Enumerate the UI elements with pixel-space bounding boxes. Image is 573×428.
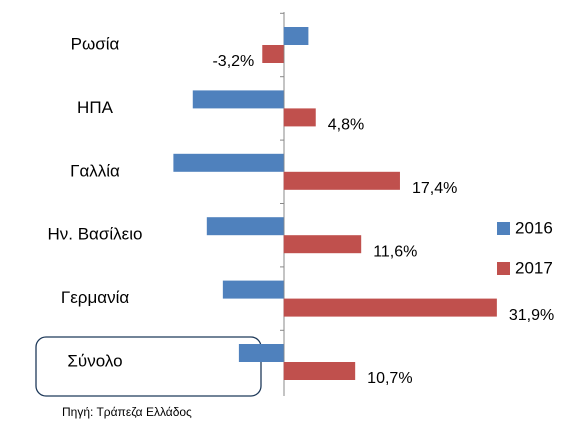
legend-swatch bbox=[497, 262, 510, 275]
bar bbox=[222, 280, 284, 299]
category-label: ΗΠΑ bbox=[77, 98, 114, 117]
value-label: 31,9% bbox=[509, 307, 554, 324]
category-label: Γερμανία bbox=[61, 288, 130, 307]
category-label: Ρωσία bbox=[71, 34, 120, 53]
bar bbox=[283, 362, 356, 380]
value-label: -3,2% bbox=[212, 53, 254, 70]
value-label: 11,6% bbox=[373, 243, 417, 260]
bar bbox=[238, 344, 284, 362]
value-label: 4,8% bbox=[328, 117, 364, 134]
category-label: Γαλλία bbox=[70, 161, 120, 180]
bar bbox=[283, 108, 316, 127]
bar bbox=[262, 45, 284, 63]
highlight-box bbox=[35, 336, 262, 397]
bar bbox=[206, 217, 284, 236]
legend-swatch bbox=[497, 222, 510, 235]
bar bbox=[283, 27, 309, 45]
value-label: 10,7% bbox=[367, 370, 412, 387]
category-label: Ην. Βασίλειο bbox=[48, 225, 143, 244]
source-note: Πηγή: Τράπεζα Ελλάδος bbox=[62, 405, 192, 419]
bar bbox=[283, 298, 497, 317]
category-label: Σύνολο bbox=[67, 351, 122, 370]
bar bbox=[283, 235, 362, 254]
legend-label: 2017 bbox=[515, 258, 553, 277]
value-label: 17,4% bbox=[412, 180, 457, 197]
bar bbox=[192, 90, 284, 109]
legend-label: 2016 bbox=[515, 218, 553, 237]
bar bbox=[283, 171, 400, 190]
bar bbox=[173, 153, 284, 172]
